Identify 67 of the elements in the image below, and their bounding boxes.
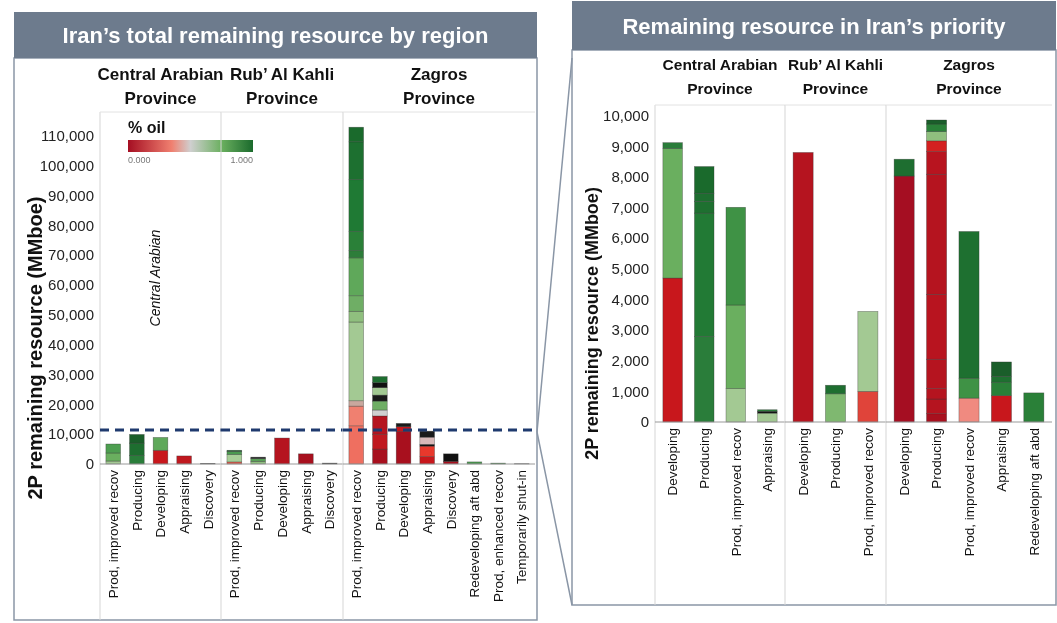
x-tick-label: Prod, improved recov (860, 427, 876, 557)
y-tick-label: 8,000 (611, 168, 649, 186)
y-tick-label: 9,000 (611, 137, 649, 155)
x-tick-label: Developing (896, 428, 912, 496)
x-tick-label: Prod, improved recov (227, 469, 243, 599)
x-tick-label: Developing (153, 470, 169, 538)
y-tick-label: 100,000 (39, 156, 94, 174)
chart-subtitle: Rub’ Al Kahli Province (787, 56, 884, 97)
y-tick-label: 0 (640, 413, 649, 431)
y-tick-label: 50,000 (48, 306, 94, 324)
y-tick-label: 60,000 (48, 276, 94, 294)
x-tick-label: Producing (828, 428, 844, 489)
y-tick-label: 20,000 (48, 395, 94, 413)
chart-subtitle: Zagros Province (403, 65, 475, 108)
y-tick-label: 0 (85, 455, 94, 473)
y-tick-label: 80,000 (48, 216, 94, 234)
x-tick-label: Redeveloping aft abd (467, 470, 483, 598)
chart-subtitle: Zagros Province (936, 56, 1003, 97)
y-tick-label: 10,000 (48, 425, 94, 443)
x-tick-label: Prod, improved recov (105, 469, 121, 599)
x-tick-label: Discovery (200, 469, 216, 530)
x-tick-label: Prod, improved recov (728, 427, 744, 557)
x-tick-label: Producing (250, 470, 266, 531)
annotation: Central Arabian (147, 229, 163, 327)
y-tick-label: 110,000 (40, 127, 94, 145)
y-tick-label: 3,000 (611, 321, 649, 339)
y-axis-title: 2P remaining resource (MMboe) (24, 196, 46, 500)
x-tick-label: Discovery (443, 469, 459, 530)
x-tick-label: Appraising (298, 470, 314, 534)
x-tick-label: Redeveloping aft abd (1026, 428, 1042, 556)
y-tick-label: 40,000 (48, 335, 94, 353)
chart-subtitle: Rub’ Al Kahli Province (229, 65, 335, 108)
x-tick-label: Developing (795, 428, 811, 496)
y-tick-label: 10,000 (603, 106, 649, 124)
x-tick-label: Appraising (760, 428, 776, 492)
annotation: 0.000 (128, 155, 151, 165)
x-tick-label: Prod, improved recov (961, 427, 977, 557)
x-tick-label: Appraising (994, 428, 1010, 492)
y-tick-label: 2,000 (611, 351, 649, 369)
x-tick-label: Discovery (322, 469, 338, 530)
x-tick-label: Developing (665, 428, 681, 496)
chart-title: Remaining resource in Iran’s priority (622, 13, 1007, 39)
x-tick-label: Temporarily shut-in (514, 470, 530, 585)
x-tick-label: Developing (274, 470, 290, 538)
x-tick-label: Producing (696, 428, 712, 489)
x-tick-label: Appraising (419, 470, 435, 534)
x-tick-label: Appraising (176, 470, 192, 534)
x-tick-label: Producing (129, 470, 145, 531)
chart-subtitle: Central Arabian Province (662, 56, 778, 97)
x-tick-label: Prod, improved recov (348, 469, 364, 599)
y-tick-label: 1,000 (611, 382, 649, 400)
x-tick-label: Producing (929, 428, 945, 489)
y-tick-label: 5,000 (611, 260, 649, 278)
text: Iran’s total remaining resource by region (62, 23, 489, 48)
y-tick-label: 90,000 (48, 186, 94, 204)
y-tick-label: 70,000 (48, 246, 94, 264)
y-tick-label: 4,000 (611, 290, 649, 308)
x-tick-label: Prod, enhanced recov (490, 469, 506, 603)
y-tick-label: 6,000 (611, 229, 649, 247)
y-tick-label: 30,000 (48, 365, 94, 383)
color-bar-title: % oil (128, 119, 166, 136)
annotation: 1.000 (230, 155, 253, 165)
x-tick-label: Producing (372, 470, 388, 531)
x-tick-label: Developing (396, 470, 412, 538)
y-tick-label: 7,000 (611, 198, 649, 216)
chart-subtitle: Central Arabian Province (97, 65, 224, 108)
y-axis-title: 2P remaining resource (MMboe) (582, 187, 602, 460)
